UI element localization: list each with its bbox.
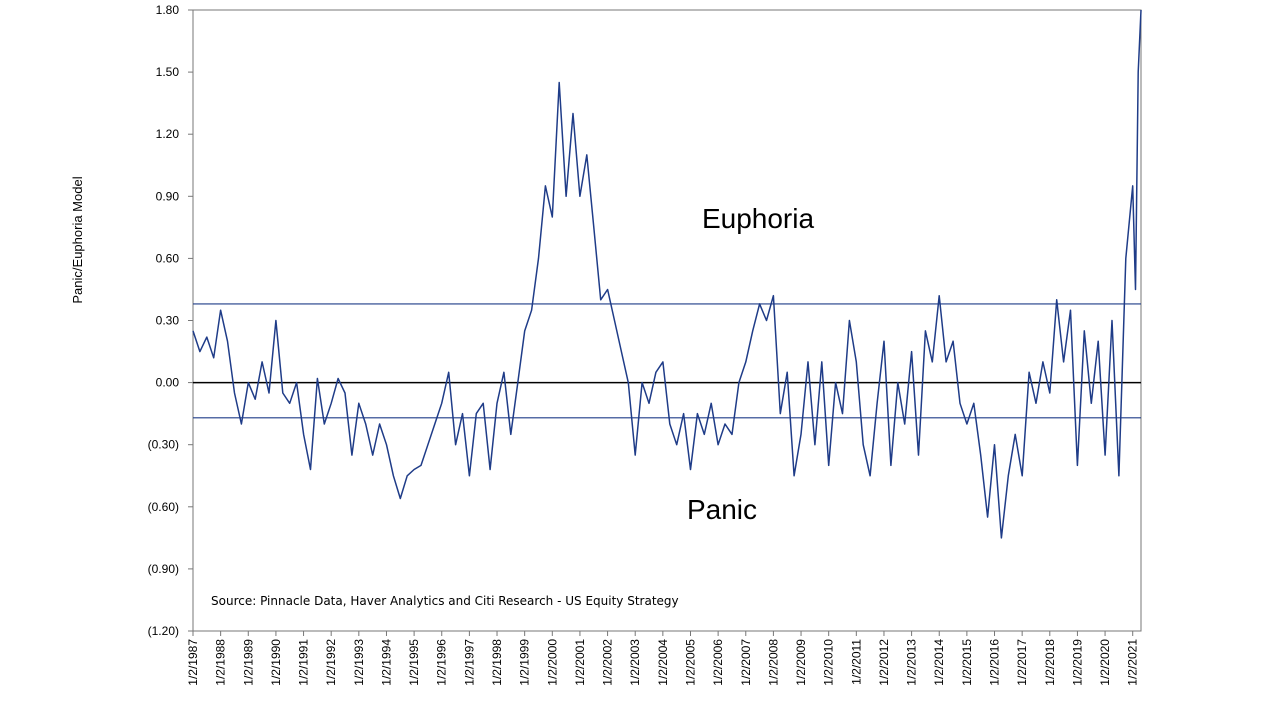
annotation: Euphoria: [702, 203, 815, 234]
x-tick-label: 1/2/1989: [241, 639, 255, 686]
x-tick-label: 1/2/2008: [766, 639, 780, 686]
y-tick-label: 1.80: [156, 3, 180, 17]
x-tick-label: 1/2/1992: [324, 639, 338, 686]
x-tick-label: 1/2/1998: [490, 639, 504, 686]
x-tick-label: 1/2/2001: [573, 639, 587, 686]
x-tick-label: 1/2/2018: [1043, 639, 1057, 686]
annotation: Panic: [687, 494, 757, 525]
x-tick-label: 1/2/2021: [1126, 639, 1140, 686]
x-tick-label: 1/2/2020: [1098, 639, 1112, 686]
x-tick-label: 1/2/2016: [988, 639, 1002, 686]
y-tick-label: 0.00: [156, 376, 180, 390]
x-tick-label: 1/2/2017: [1015, 639, 1029, 686]
x-tick-label: 1/2/2010: [822, 639, 836, 686]
x-tick-label: 1/2/1991: [297, 639, 311, 686]
y-tick-label: 0.90: [156, 189, 180, 203]
data-line: [192, 9, 1142, 539]
x-tick-label: 1/2/2012: [877, 639, 891, 686]
plot-area: [192, 9, 1142, 632]
x-tick-label: 1/2/2002: [601, 639, 615, 686]
y-axis-label: Panic/Euphoria Model: [70, 176, 85, 303]
x-tick-label: 1/2/1999: [518, 639, 532, 686]
x-tick-label: 1/2/1995: [407, 639, 421, 686]
x-tick-label: 1/2/2013: [905, 639, 919, 686]
y-tick-label: (0.90): [148, 562, 179, 576]
x-tick-label: 1/2/2011: [849, 639, 863, 685]
x-tick-label: 1/2/1987: [186, 639, 200, 686]
x-tick-label: 1/2/1990: [269, 639, 283, 686]
source-note: Source: Pinnacle Data, Haver Analytics a…: [211, 594, 679, 608]
x-tick-label: 1/2/1994: [379, 639, 393, 686]
x-tick-label: 1/2/2004: [656, 639, 670, 686]
x-tick-label: 1/2/2000: [545, 639, 559, 686]
x-tick-label: 1/2/2005: [683, 639, 697, 686]
x-tick-label: 1/2/1993: [352, 639, 366, 686]
y-tick-label: (0.60): [148, 500, 179, 514]
x-tick-label: 1/2/2014: [932, 639, 946, 686]
x-tick-label: 1/2/2007: [739, 639, 753, 686]
y-tick-label: 0.30: [156, 314, 180, 328]
y-tick-label: (1.20): [148, 624, 179, 638]
x-tick-label: 1/2/1997: [462, 639, 476, 686]
y-tick-label: 1.50: [156, 65, 180, 79]
x-tick-label: 1/2/1996: [435, 639, 449, 686]
y-tick-label: 1.20: [156, 127, 180, 141]
x-tick-label: 1/2/2015: [960, 639, 974, 686]
y-tick-label: 0.60: [156, 251, 180, 265]
x-tick-label: 1/2/2006: [711, 639, 725, 686]
x-tick-label: 1/2/1988: [214, 639, 228, 686]
x-tick-label: 1/2/2003: [628, 639, 642, 686]
x-tick-label: 1/2/2019: [1070, 639, 1084, 686]
y-tick-label: (0.30): [148, 438, 179, 452]
x-tick-label: 1/2/2009: [794, 639, 808, 686]
